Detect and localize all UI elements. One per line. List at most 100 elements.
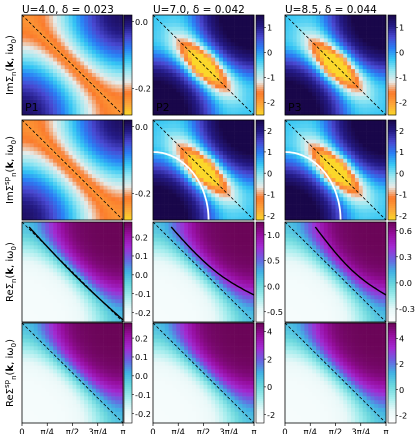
colorbar-segment bbox=[124, 95, 132, 98]
heat-cell bbox=[33, 76, 38, 81]
heat-cell bbox=[91, 111, 97, 116]
heat-cell bbox=[37, 181, 42, 186]
heat-cell bbox=[80, 95, 85, 100]
colorbar-segment bbox=[388, 194, 396, 197]
colorbar-segment bbox=[124, 162, 132, 165]
heat-cell bbox=[176, 146, 181, 152]
heat-cell bbox=[107, 162, 112, 167]
heat-cell bbox=[203, 57, 208, 62]
heat-cell bbox=[80, 248, 85, 254]
colorbar-segment bbox=[124, 180, 132, 183]
heat-cell bbox=[153, 26, 158, 31]
heat-cell bbox=[211, 45, 216, 50]
heat-cell bbox=[68, 95, 73, 100]
heat-cell bbox=[76, 127, 81, 132]
heat-cell bbox=[95, 287, 100, 292]
heat-cell bbox=[382, 84, 387, 89]
heat-cell bbox=[347, 80, 352, 85]
colorbar-tick-label: 0.0 bbox=[135, 17, 148, 27]
heat-cell bbox=[296, 53, 301, 58]
heat-cell bbox=[199, 61, 204, 66]
heat-cell bbox=[300, 88, 305, 93]
heat-cell bbox=[91, 185, 97, 190]
heat-cell bbox=[187, 120, 193, 125]
heat-cell bbox=[319, 41, 325, 47]
heat-cell bbox=[222, 127, 228, 132]
heat-cell bbox=[119, 41, 124, 47]
heat-cell bbox=[72, 95, 77, 100]
heat-cell bbox=[207, 170, 212, 175]
heat-cell bbox=[45, 166, 50, 171]
heat-cell bbox=[53, 18, 58, 23]
heat-cell bbox=[53, 173, 58, 178]
heat-cell bbox=[230, 143, 235, 148]
heat-cell bbox=[103, 170, 108, 175]
heat-cell bbox=[296, 49, 301, 54]
heat-cell bbox=[195, 212, 200, 217]
heat-cell bbox=[53, 135, 58, 140]
heat-cell bbox=[187, 162, 193, 167]
heat-cell bbox=[374, 135, 379, 140]
heat-cell bbox=[304, 150, 309, 155]
heat-cell bbox=[107, 76, 112, 81]
heat-cell bbox=[292, 181, 297, 186]
heat-cell bbox=[351, 166, 356, 171]
heat-cell bbox=[304, 193, 309, 198]
heat-cell bbox=[45, 111, 50, 116]
heat-cell bbox=[347, 139, 352, 144]
heat-cell bbox=[296, 200, 301, 205]
heat-cell bbox=[111, 57, 116, 62]
colorbar-segment bbox=[124, 93, 132, 96]
heat-cell bbox=[292, 15, 297, 20]
colorbar-segment bbox=[124, 65, 132, 68]
heat-cell bbox=[234, 65, 239, 70]
heat-cell bbox=[95, 229, 100, 234]
heat-cell bbox=[53, 212, 58, 217]
heat-cell bbox=[354, 22, 360, 27]
heat-cell bbox=[119, 189, 124, 194]
heat-cell bbox=[76, 154, 81, 159]
heat-cell bbox=[296, 181, 301, 186]
heat-cell bbox=[300, 154, 305, 159]
heat-cell bbox=[45, 170, 50, 175]
heat-cell bbox=[68, 103, 73, 108]
heat-cell bbox=[250, 68, 255, 73]
heat-cell bbox=[119, 57, 124, 62]
heat-cell bbox=[33, 252, 38, 257]
heat-cell bbox=[168, 30, 173, 35]
heat-cell bbox=[29, 68, 34, 73]
heat-cell bbox=[80, 237, 85, 242]
heat-cell bbox=[99, 245, 104, 250]
heat-cell bbox=[91, 146, 97, 152]
heat-cell bbox=[168, 57, 173, 62]
colorbar-segment bbox=[388, 200, 396, 203]
heat-cell bbox=[382, 38, 387, 43]
heat-cell bbox=[354, 200, 360, 205]
heat-cell bbox=[292, 200, 297, 205]
heat-cell bbox=[41, 30, 46, 35]
colorbar-segment bbox=[256, 146, 264, 149]
heat-cell bbox=[60, 196, 66, 202]
heat-cell bbox=[60, 229, 66, 234]
heat-cell bbox=[347, 95, 352, 100]
heat-cell bbox=[33, 173, 38, 178]
heat-cell bbox=[176, 45, 181, 50]
heat-cell bbox=[164, 139, 169, 144]
heat-cell bbox=[172, 65, 177, 70]
heat-cell bbox=[53, 310, 58, 315]
heat-cell bbox=[250, 99, 255, 104]
heat-cell bbox=[168, 103, 173, 108]
heat-cell bbox=[370, 107, 375, 112]
heat-cell bbox=[95, 61, 100, 66]
heat-cell bbox=[203, 150, 208, 155]
heat-cell bbox=[312, 80, 317, 85]
heat-cell bbox=[358, 200, 363, 205]
heat-cell bbox=[316, 68, 321, 73]
heat-cell bbox=[56, 80, 62, 85]
heat-cell bbox=[176, 162, 181, 167]
heat-cell bbox=[68, 177, 73, 182]
heat-cell bbox=[168, 53, 173, 58]
heat-cell bbox=[95, 256, 100, 261]
heat-cell bbox=[292, 185, 297, 190]
heat-cell bbox=[211, 53, 216, 58]
